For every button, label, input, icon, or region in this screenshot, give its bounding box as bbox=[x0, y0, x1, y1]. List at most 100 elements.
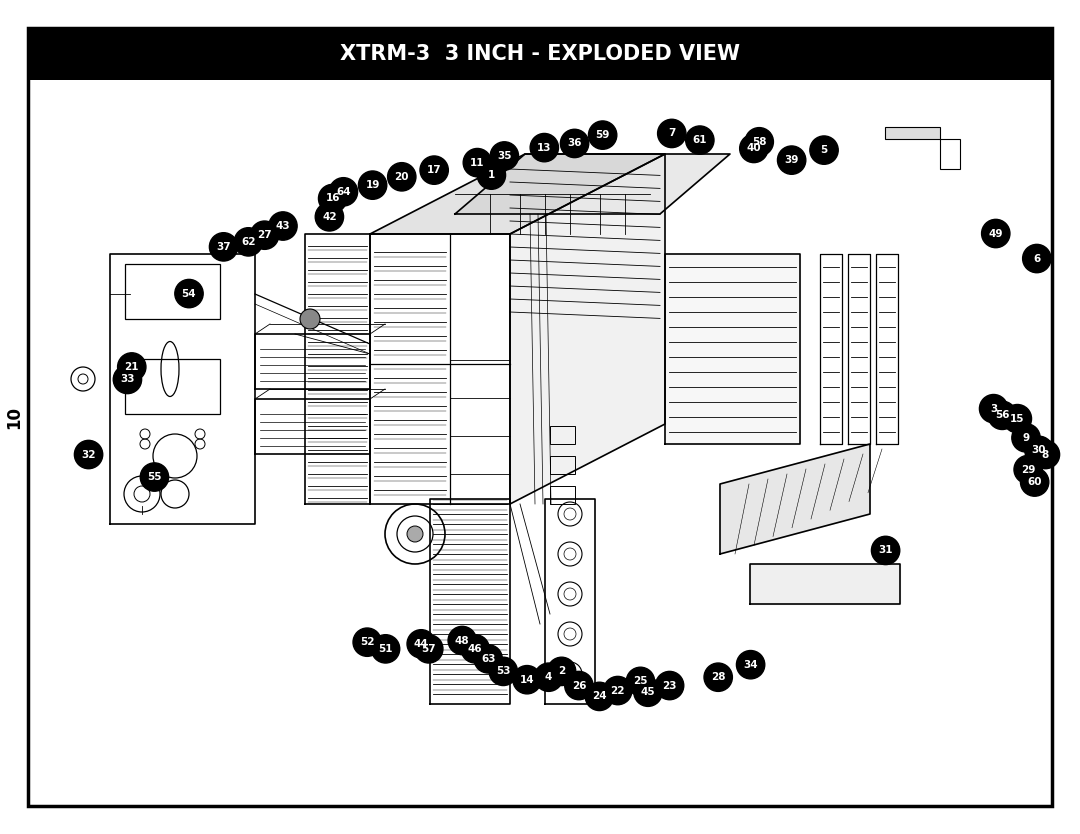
Text: 35: 35 bbox=[497, 151, 512, 161]
Circle shape bbox=[1012, 424, 1040, 452]
Text: 28: 28 bbox=[711, 672, 726, 682]
Text: 4: 4 bbox=[545, 672, 552, 682]
Circle shape bbox=[175, 279, 203, 308]
Text: 53: 53 bbox=[496, 666, 511, 676]
Text: 14: 14 bbox=[519, 675, 535, 685]
Text: 30: 30 bbox=[1031, 445, 1047, 455]
Text: 51: 51 bbox=[378, 644, 393, 654]
Circle shape bbox=[548, 657, 576, 686]
Circle shape bbox=[535, 663, 563, 691]
Text: 33: 33 bbox=[120, 374, 135, 384]
Text: 15: 15 bbox=[1010, 414, 1025, 424]
Text: 1: 1 bbox=[488, 170, 495, 180]
Circle shape bbox=[448, 626, 476, 655]
Circle shape bbox=[353, 628, 381, 656]
Circle shape bbox=[980, 394, 1008, 423]
Circle shape bbox=[988, 401, 1016, 430]
Circle shape bbox=[477, 161, 505, 189]
Circle shape bbox=[530, 133, 558, 162]
Text: 64: 64 bbox=[336, 187, 351, 197]
Text: 52: 52 bbox=[360, 637, 375, 647]
Circle shape bbox=[388, 163, 416, 191]
Circle shape bbox=[407, 630, 435, 658]
Circle shape bbox=[704, 663, 732, 691]
Text: 11: 11 bbox=[470, 158, 485, 168]
Bar bbox=[550, 486, 575, 504]
Bar bbox=[125, 264, 220, 319]
Circle shape bbox=[407, 526, 423, 542]
Circle shape bbox=[490, 142, 518, 170]
Text: 19: 19 bbox=[365, 180, 380, 190]
Circle shape bbox=[118, 353, 146, 381]
Text: 42: 42 bbox=[322, 212, 337, 222]
Circle shape bbox=[329, 178, 357, 206]
Text: 31: 31 bbox=[878, 545, 893, 555]
Circle shape bbox=[686, 126, 714, 154]
Polygon shape bbox=[720, 444, 870, 554]
Text: 9: 9 bbox=[1023, 433, 1029, 443]
Text: 48: 48 bbox=[455, 636, 470, 646]
Circle shape bbox=[315, 203, 343, 231]
Text: 26: 26 bbox=[571, 681, 586, 691]
Text: XTRM-3  3 INCH - EXPLODED VIEW: XTRM-3 3 INCH - EXPLODED VIEW bbox=[340, 44, 740, 64]
Circle shape bbox=[319, 184, 347, 213]
Circle shape bbox=[210, 233, 238, 261]
Circle shape bbox=[737, 651, 765, 679]
Circle shape bbox=[561, 129, 589, 158]
Text: 37: 37 bbox=[216, 242, 231, 252]
Text: 62: 62 bbox=[241, 237, 256, 247]
Text: 57: 57 bbox=[421, 644, 436, 654]
Text: 20: 20 bbox=[394, 172, 409, 182]
Circle shape bbox=[656, 671, 684, 700]
Circle shape bbox=[234, 228, 262, 256]
Polygon shape bbox=[370, 154, 665, 234]
Circle shape bbox=[251, 221, 279, 249]
Text: 54: 54 bbox=[181, 289, 197, 299]
Bar bbox=[125, 359, 220, 414]
Text: 8: 8 bbox=[1042, 450, 1049, 460]
Circle shape bbox=[1025, 436, 1053, 465]
Circle shape bbox=[372, 635, 400, 663]
Text: 22: 22 bbox=[610, 686, 625, 696]
Text: 56: 56 bbox=[995, 410, 1010, 420]
Circle shape bbox=[565, 671, 593, 700]
Text: 43: 43 bbox=[275, 221, 291, 231]
Circle shape bbox=[300, 309, 320, 329]
Text: 5: 5 bbox=[821, 145, 827, 155]
Circle shape bbox=[513, 666, 541, 694]
Circle shape bbox=[474, 645, 502, 673]
Text: 13: 13 bbox=[537, 143, 552, 153]
Circle shape bbox=[1021, 468, 1049, 496]
Bar bbox=[550, 456, 575, 474]
Polygon shape bbox=[455, 154, 730, 214]
Text: 63: 63 bbox=[481, 654, 496, 664]
Bar bbox=[550, 426, 575, 444]
Circle shape bbox=[778, 146, 806, 174]
Circle shape bbox=[140, 463, 168, 491]
Text: 6: 6 bbox=[1034, 254, 1040, 264]
Text: 29: 29 bbox=[1021, 465, 1036, 475]
Circle shape bbox=[463, 148, 491, 177]
Text: 24: 24 bbox=[592, 691, 607, 701]
Circle shape bbox=[420, 156, 448, 184]
Text: 23: 23 bbox=[662, 681, 677, 691]
Text: 2: 2 bbox=[558, 666, 565, 676]
Bar bbox=[28, 28, 1052, 80]
Text: 3: 3 bbox=[990, 404, 997, 414]
Circle shape bbox=[75, 440, 103, 469]
Text: 60: 60 bbox=[1027, 477, 1042, 487]
Text: 39: 39 bbox=[784, 155, 799, 165]
Text: 36: 36 bbox=[567, 138, 582, 148]
Polygon shape bbox=[665, 254, 800, 444]
Circle shape bbox=[113, 365, 141, 394]
Text: 55: 55 bbox=[147, 472, 162, 482]
Text: 46: 46 bbox=[468, 644, 483, 654]
Text: 16: 16 bbox=[325, 193, 340, 203]
Text: 32: 32 bbox=[81, 450, 96, 460]
Circle shape bbox=[1003, 404, 1031, 433]
Circle shape bbox=[461, 635, 489, 663]
Circle shape bbox=[658, 119, 686, 148]
Polygon shape bbox=[750, 564, 900, 604]
Text: 21: 21 bbox=[124, 362, 139, 372]
Circle shape bbox=[415, 635, 443, 663]
